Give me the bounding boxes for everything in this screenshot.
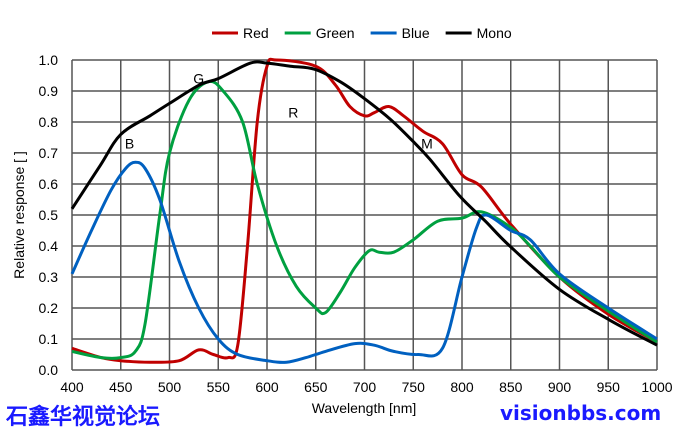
curve-label-m: M — [421, 136, 433, 152]
x-tick-label: 650 — [304, 379, 328, 395]
y-tick-label: 0.5 — [39, 207, 59, 223]
y-tick-label: 0.0 — [39, 362, 59, 378]
tick-labels: 400 450 500 550 600 650 700 750 800 850 900 950 1000… — [39, 52, 673, 395]
x-tick-label: 550 — [207, 379, 231, 395]
x-tick-label: 850 — [499, 379, 523, 395]
y-tick-label: 0.8 — [39, 114, 59, 130]
legend: Red Green Blue Mono — [212, 25, 512, 41]
series-line-green — [71, 79, 658, 360]
curve-label-b: B — [125, 136, 134, 152]
y-tick-label: 0.4 — [39, 238, 59, 254]
grid — [71, 59, 658, 371]
x-tick-label: 1000 — [641, 379, 672, 395]
series-line-mono — [70, 60, 658, 347]
y-tick-label: 0.7 — [39, 145, 59, 161]
y-tick-label: 0.9 — [39, 83, 59, 99]
series-lines — [70, 57, 658, 364]
x-tick-label: 450 — [109, 379, 133, 395]
x-tick-label: 700 — [353, 379, 377, 395]
legend-label-green: Green — [316, 25, 355, 41]
curve-annotations: B G R M — [125, 71, 433, 152]
y-axis-label: Relative response [ ] — [11, 151, 27, 279]
x-tick-label: 500 — [158, 379, 182, 395]
legend-label-mono: Mono — [477, 25, 512, 41]
y-tick-label: 0.2 — [39, 300, 59, 316]
curve-label-g: G — [193, 71, 204, 87]
x-tick-label: 800 — [450, 379, 474, 395]
x-tick-label: 900 — [548, 379, 572, 395]
legend-label-red: Red — [243, 25, 269, 41]
y-tick-label: 0.1 — [39, 331, 59, 347]
x-tick-label: 950 — [597, 379, 621, 395]
x-axis-label: Wavelength [nm] — [312, 400, 417, 416]
watermark-url: visionbbs.com — [500, 401, 662, 425]
legend-label-blue: Blue — [402, 25, 430, 41]
series-line-blue — [70, 160, 658, 364]
y-tick-label: 0.3 — [39, 269, 59, 285]
y-tick-label: 0.6 — [39, 176, 59, 192]
x-tick-label: 400 — [60, 379, 84, 395]
watermark-chinese: 石鑫华视觉论坛 — [6, 405, 161, 430]
x-tick-label: 750 — [402, 379, 426, 395]
series-line-red — [71, 57, 658, 364]
curve-label-r: R — [288, 105, 298, 121]
x-tick-label: 600 — [255, 379, 279, 395]
y-tick-label: 1.0 — [39, 52, 59, 68]
